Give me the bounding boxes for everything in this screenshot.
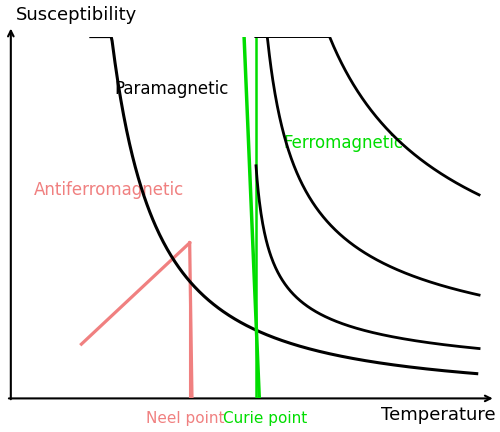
Text: Susceptibility: Susceptibility (16, 6, 137, 24)
Text: Curie point: Curie point (223, 411, 307, 426)
Text: Ferromagnetic: Ferromagnetic (284, 134, 404, 152)
Text: Paramagnetic: Paramagnetic (114, 80, 228, 98)
Text: Neel point: Neel point (146, 411, 224, 426)
Text: Temperature: Temperature (381, 406, 496, 424)
Text: Antiferromagnetic: Antiferromagnetic (34, 181, 184, 199)
